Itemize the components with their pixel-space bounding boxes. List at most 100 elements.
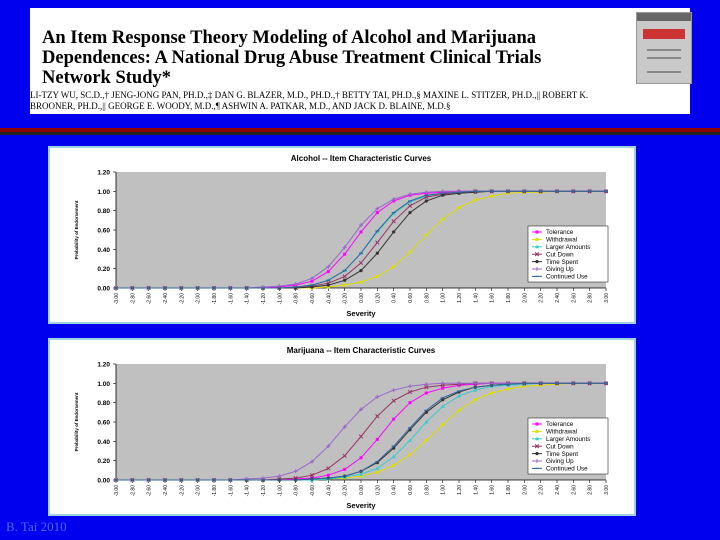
data-point [391,219,396,224]
chart-svg: Marijuana -- Item Characteristic Curves 0… [74,346,610,510]
data-point [535,237,539,241]
data-point [375,394,380,399]
chart-svg: Alcohol -- Item Characteristic Curves 0.0… [74,154,610,318]
x-tick-label: 2.20 [539,293,545,303]
x-tick-label: 1.80 [506,293,512,303]
x-tick-label: -1.20 [261,293,267,305]
data-point [375,437,379,441]
data-point [424,385,429,390]
x-tick-label: -1.00 [277,485,283,497]
data-point [359,407,363,412]
y-tick-label: 1.00 [97,381,110,388]
x-tick-label: 1.20 [457,293,463,303]
x-tick-label: -0.80 [294,293,300,305]
data-point [408,199,412,204]
legend-item: Giving Up [532,266,574,273]
series-continued-use [114,190,608,289]
data-point [359,269,363,273]
data-point [457,393,461,398]
data-point [440,404,445,409]
data-point [522,384,526,388]
data-point [457,206,461,210]
x-tick-label: -0.60 [310,485,316,497]
x-tick-label: -3.00 [114,485,120,497]
data-point [473,381,478,386]
legend-label: Larger Amounts [546,436,590,443]
data-point [359,456,363,460]
data-point [326,264,331,269]
data-point [534,444,540,449]
data-point [473,198,477,202]
x-tick-label: 2.00 [522,293,528,303]
data-point [424,233,428,237]
x-tick-label: 0.60 [408,485,414,495]
legend-label: Larger Amounts [546,244,590,251]
x-tick-label: -2.60 [147,293,153,305]
x-axis-label: Severity [346,501,376,510]
data-point [375,211,379,215]
legend-item: Tolerance [532,421,574,428]
data-point [473,388,478,392]
y-tick-label: 0.80 [97,208,110,215]
legend-label: Cut Down [546,251,574,258]
data-point [392,464,396,467]
data-point [424,382,429,387]
marijuana-icc-chart: Marijuana -- Item Characteristic Curves 0… [48,338,636,516]
x-tick-label: -1.60 [228,485,234,497]
x-tick-label: 3.00 [604,293,610,303]
data-point [342,245,347,250]
data-point [506,387,510,391]
data-point [424,420,429,424]
data-point [408,250,412,254]
data-point [391,197,396,202]
article-header: An Item Response Theory Modeling of Alco… [30,8,692,114]
data-point [359,230,363,234]
data-point [407,203,413,208]
x-tick-label: 0.80 [424,485,430,495]
x-tick-label: -0.60 [310,293,316,305]
data-point [440,189,445,194]
data-point [535,244,539,249]
data-point [375,251,379,255]
x-tick-label: 2.40 [555,485,561,495]
cover-line [647,49,681,51]
data-point [310,285,314,289]
chart-title: Alcohol -- Item Characteristic Curves [291,154,432,163]
x-tick-label: -2.20 [179,293,185,305]
y-tick-label: 0.00 [97,286,110,293]
cover-logo-mark [643,29,685,39]
data-point [535,429,539,433]
data-point [310,276,314,281]
x-tick-label: 2.80 [588,485,594,495]
x-tick-label: -0.20 [343,293,349,305]
legend-item: Tolerance [532,229,574,236]
legend-item: Withdrawal [532,429,577,436]
data-point [424,438,428,442]
legend-item: Time Spent [532,451,578,458]
data-point [490,391,494,395]
data-point [441,217,445,221]
x-tick-label: 1.60 [490,485,496,495]
y-tick-label: 0.00 [97,478,110,485]
legend-label: Time Spent [546,259,578,266]
data-point [375,240,380,245]
data-point [408,438,412,442]
x-tick-label: -1.80 [212,485,218,497]
legend-item: Continued Use [532,274,588,281]
data-point [391,398,396,403]
x-tick-label: 2.40 [555,293,561,303]
data-point [408,401,412,405]
x-tick-label: 1.20 [457,485,463,495]
x-tick-label: -1.40 [245,293,251,305]
y-tick-label: 0.60 [97,228,110,235]
data-point [343,467,347,471]
article-authors: LI-TZY WU, SC.D.,† JENG-JONG PAN, PH.D.,… [30,90,589,111]
x-tick-label: 1.60 [490,293,496,303]
x-tick-label: 1.80 [506,485,512,495]
legend-item: Cut Down [532,443,574,450]
legend-item: Continued Use [532,466,588,473]
y-tick-label: 1.20 [97,362,110,369]
data-point [375,274,379,278]
x-tick-label: 3.00 [604,485,610,495]
